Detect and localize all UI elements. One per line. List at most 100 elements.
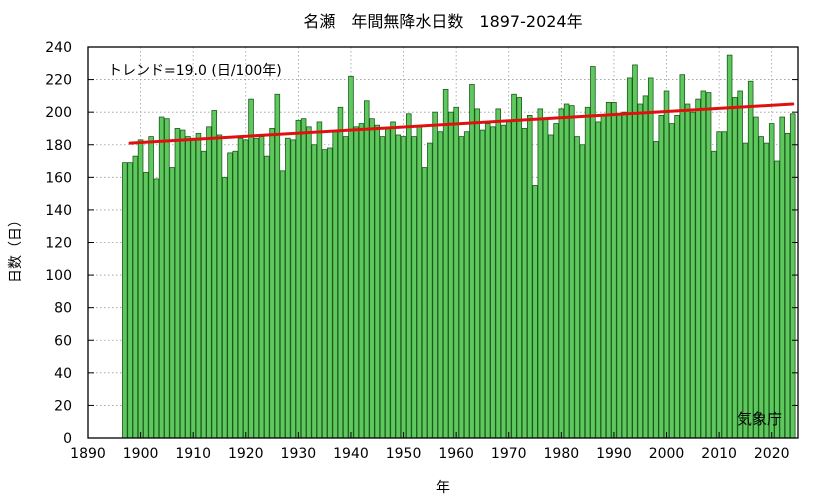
bar-1929 <box>290 139 296 439</box>
bar-1937 <box>332 131 338 439</box>
y-tick-label: 40 <box>54 366 72 382</box>
x-tick-label: 2000 <box>649 446 685 462</box>
bar-1959 <box>448 111 454 439</box>
bar-1975 <box>532 185 538 439</box>
bar-1946 <box>379 136 386 439</box>
x-axis: 1890 1900 1910 1920 1930 1940 1950 1960 1970 1980… <box>70 432 790 462</box>
bar-1993 <box>626 77 633 439</box>
bar-1933 <box>311 144 317 439</box>
bar-1968 <box>495 108 501 439</box>
credit-label: 気象庁 <box>737 410 782 428</box>
x-tick-label: 2010 <box>701 446 737 462</box>
bar-1986 <box>590 66 596 439</box>
bar-1949 <box>395 134 402 439</box>
bar-1991 <box>616 113 622 439</box>
bar-2014 <box>737 90 743 439</box>
bar-1904 <box>158 116 165 439</box>
bar-1969 <box>500 124 507 439</box>
bar-1967 <box>490 126 496 439</box>
bar-1907 <box>174 128 181 439</box>
bar-1982 <box>569 105 575 439</box>
x-tick-label: 1980 <box>544 446 580 462</box>
bar-1954 <box>421 167 428 439</box>
bar-1978 <box>548 134 554 439</box>
x-tick-label: 1890 <box>70 446 106 462</box>
bar-1944 <box>369 118 375 439</box>
bar-2011 <box>721 131 728 439</box>
y-tick-label: 100 <box>45 268 72 284</box>
y-tick-label: 80 <box>54 301 72 317</box>
bar-1928 <box>285 137 291 439</box>
bar-2024 <box>789 113 796 439</box>
bar-1983 <box>574 136 580 439</box>
bar-2023 <box>784 132 791 439</box>
bar-1897 <box>122 162 128 439</box>
bar-1908 <box>179 129 186 439</box>
bar-1952 <box>411 136 417 439</box>
bar-2010 <box>716 131 722 439</box>
bar-1955 <box>427 142 433 439</box>
bar-1972 <box>516 97 523 439</box>
bar-2009 <box>711 150 717 439</box>
x-tick-label: 1960 <box>438 446 474 462</box>
y-tick-label: 160 <box>45 170 72 186</box>
bar-1996 <box>642 95 649 439</box>
bar-2022 <box>779 116 785 439</box>
bar-1920 <box>243 139 249 439</box>
bar-1939 <box>342 136 349 439</box>
bar-1994 <box>632 64 638 439</box>
bar-1966 <box>484 123 491 439</box>
bar-1911 <box>195 132 202 439</box>
bar-1918 <box>232 150 239 439</box>
bar-1974 <box>527 115 533 439</box>
bar-1997 <box>647 77 654 439</box>
bar-1960 <box>453 106 459 439</box>
bar-2012 <box>726 54 733 439</box>
bar-2003 <box>679 74 686 439</box>
bar-1957 <box>437 131 444 439</box>
bar-2013 <box>732 97 738 439</box>
bar-1985 <box>584 106 591 439</box>
y-tick-label: 240 <box>45 40 72 56</box>
x-tick-label: 1970 <box>491 446 527 462</box>
bar-1941 <box>353 126 359 439</box>
x-tick-label: 1950 <box>386 446 422 462</box>
bar-1989 <box>605 101 612 439</box>
bar-2017 <box>753 116 759 439</box>
bar-2008 <box>705 92 712 439</box>
bar-2016 <box>747 80 754 439</box>
bar-1979 <box>553 123 559 439</box>
bar-1923 <box>258 136 265 439</box>
bar-1925 <box>269 128 275 439</box>
bar-1903 <box>153 178 160 439</box>
bar-1971 <box>511 93 517 439</box>
x-tick-label: 1910 <box>175 446 211 462</box>
bar-1953 <box>416 126 423 439</box>
y-tick-label: 220 <box>45 73 72 89</box>
y-tick-label: 200 <box>45 105 72 121</box>
x-tick-label: 2020 <box>754 446 790 462</box>
bar-1950 <box>400 136 407 439</box>
bar-1927 <box>279 170 286 439</box>
bar-1943 <box>363 100 370 439</box>
bar-1917 <box>227 152 233 439</box>
bar-1999 <box>658 115 665 439</box>
bar-1924 <box>264 155 270 439</box>
bar-1976 <box>537 108 544 439</box>
bar-2006 <box>695 98 701 439</box>
bar-2015 <box>742 142 749 439</box>
bar-2020 <box>768 123 775 439</box>
bar-1965 <box>479 129 486 439</box>
y-tick-label: 20 <box>54 398 72 414</box>
bar-1900 <box>137 139 144 439</box>
bar-1912 <box>200 150 207 439</box>
bar-1901 <box>143 172 149 439</box>
bar-2007 <box>700 90 707 439</box>
bar-1945 <box>374 124 381 439</box>
bar-1926 <box>274 93 281 439</box>
y-axis: 0 20 40 60 80 100 120 140 160 180 200 220 240 <box>45 40 798 447</box>
x-tick-label: 1920 <box>228 446 264 462</box>
bar-1902 <box>148 136 154 439</box>
bar-2000 <box>663 90 670 439</box>
